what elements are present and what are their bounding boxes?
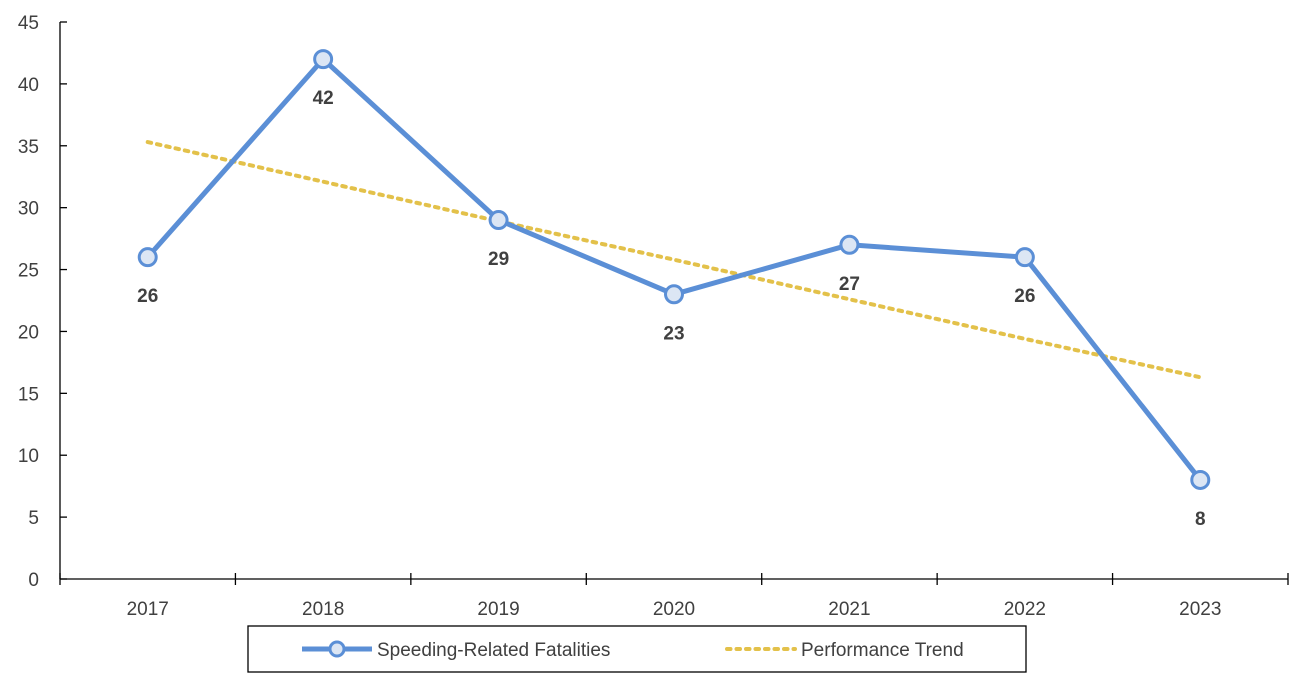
data-point — [488, 210, 509, 231]
data-label: 27 — [839, 274, 860, 295]
data-label: 23 — [663, 323, 684, 344]
y-tick-label: 0 — [28, 570, 39, 591]
data-label: 26 — [1014, 286, 1035, 307]
trend-line — [145, 140, 1203, 380]
data-label: 8 — [1195, 509, 1206, 530]
legend-series-label: Speeding-Related Fatalities — [377, 640, 610, 661]
x-tick-label: 2023 — [1179, 599, 1221, 620]
legend-trend-label: Performance Trend — [801, 640, 964, 661]
series-line — [145, 56, 1203, 482]
data-labels: 26 42 29 23 27 26 8 — [137, 88, 1205, 530]
data-point — [664, 284, 684, 305]
data-point — [1190, 469, 1211, 490]
legend-series-marker — [328, 640, 346, 658]
x-tick-label: 2018 — [302, 599, 344, 620]
y-tick-label: 30 — [18, 199, 39, 220]
x-tick-label: 2019 — [477, 599, 519, 620]
series-layer — [137, 49, 1211, 490]
data-label: 26 — [137, 286, 158, 307]
y-tick-label: 5 — [28, 508, 39, 529]
legend: Speeding-Related Fatalities Performance … — [247, 625, 1027, 673]
x-tick-label: 2022 — [1004, 599, 1046, 620]
axes — [59, 21, 1289, 585]
y-tick-label: 20 — [18, 322, 39, 343]
data-point — [839, 234, 860, 255]
y-tick-labels: 0 5 10 15 20 25 30 35 40 45 — [18, 13, 39, 591]
legend-box — [247, 625, 1027, 673]
data-label: 42 — [313, 88, 334, 109]
data-point — [313, 49, 334, 70]
x-tick-label: 2021 — [828, 599, 870, 620]
y-tick-label: 45 — [18, 13, 39, 34]
x-tick-labels: 2017 2018 2019 2020 2021 2022 2023 — [127, 599, 1222, 620]
y-tick-label: 10 — [18, 446, 39, 467]
data-point — [137, 247, 158, 268]
y-tick-label: 25 — [18, 261, 39, 282]
x-tick-label: 2017 — [127, 599, 169, 620]
y-tick-label: 15 — [18, 384, 39, 405]
data-label: 29 — [488, 249, 509, 270]
trend-layer — [145, 140, 1203, 380]
y-tick-label: 40 — [18, 75, 39, 96]
y-tick-label: 35 — [18, 137, 39, 158]
x-tick-label: 2020 — [653, 599, 695, 620]
data-point — [1014, 247, 1035, 268]
